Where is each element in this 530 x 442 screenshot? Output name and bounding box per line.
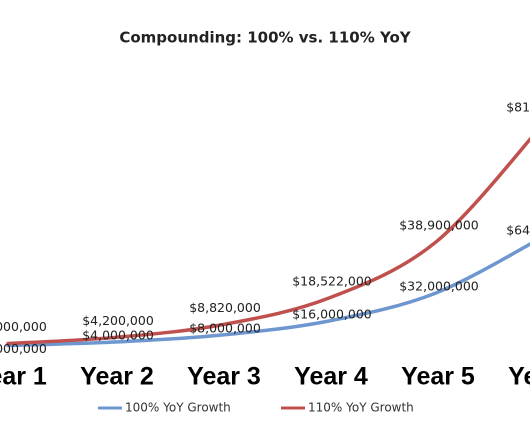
x-tick-label: Year 3 [187, 363, 261, 391]
data-label: $18,522,000 [292, 274, 372, 289]
series-line [6, 136, 530, 346]
data-label: $8,000,000 [189, 320, 261, 335]
data-label: $8,820,000 [189, 300, 261, 315]
data-label: $4,000,000 [82, 327, 154, 342]
data-label: $38,900,000 [399, 217, 479, 232]
x-tick-label: Year 4 [294, 363, 368, 391]
data-label: $2,000,000 [0, 341, 47, 356]
data-label: $2,000,000 [0, 319, 47, 334]
x-tick-label: Year 5 [401, 363, 475, 391]
data-label: $81,700,000 [506, 100, 530, 115]
x-tick-label: Year 6 [508, 363, 530, 391]
legend-label: 100% YoY Growth [125, 401, 231, 415]
legend-label: 110% YoY Growth [308, 401, 414, 415]
data-label: $4,200,000 [82, 313, 154, 328]
data-label: $32,000,000 [399, 278, 479, 293]
x-tick-label: Year 1 [0, 363, 47, 391]
data-label: $16,000,000 [292, 306, 372, 321]
x-tick-label: Year 2 [80, 363, 154, 391]
series-line [6, 242, 530, 348]
data-label: $64,000,000 [506, 222, 530, 237]
chart-title: Compounding: 100% vs. 110% YoY [119, 29, 411, 47]
